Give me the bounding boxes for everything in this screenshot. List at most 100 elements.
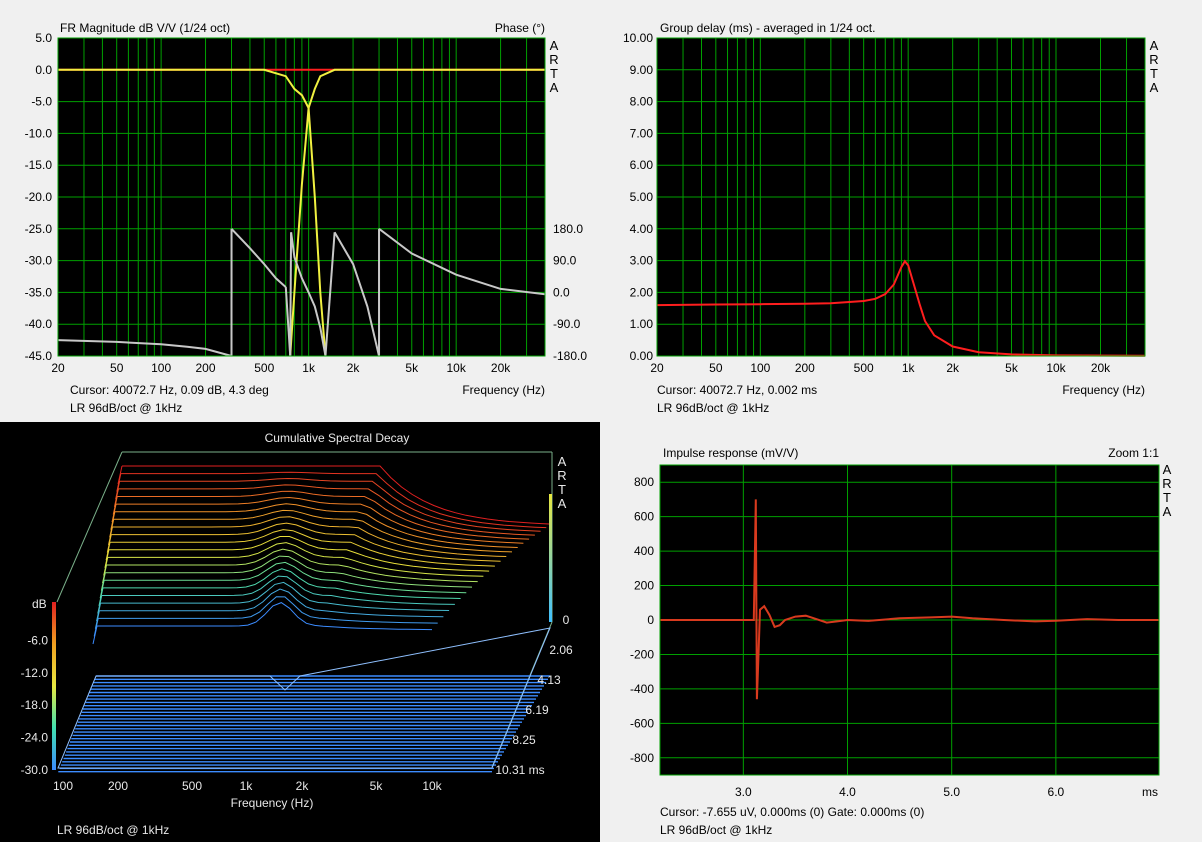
- fr-y2-tick-label: -180.0: [553, 349, 587, 363]
- csd-x-tick-label: 2k: [296, 779, 310, 793]
- fr-chart[interactable]: FR Magnitude dB V/V (1/24 oct) Phase (°)…: [0, 0, 600, 420]
- highpass_branch-series-line: [289, 68, 545, 356]
- csd-decay-slice: [112, 516, 507, 557]
- arta-label-letter: T: [558, 482, 566, 497]
- ir-chart[interactable]: Impulse response (mV/V) Zoom 1:1 800 600 4…: [600, 422, 1202, 842]
- gd-cursor: Cursor: 40072.7 Hz, 0.002 ms: [657, 383, 817, 397]
- ir-cursor: Cursor: -7.655 uV, 0.000ms (0) Gate: 0.0…: [660, 805, 924, 819]
- phase-series-line: [290, 232, 327, 356]
- fr-x-tick-label: 10k: [446, 361, 466, 375]
- gd-x-tick-label: 100: [750, 361, 770, 375]
- arta-label-letter: A: [558, 454, 567, 469]
- ir-x-tick-label: 4.0: [839, 785, 856, 799]
- gd-y-tick-label: 8.00: [630, 95, 654, 109]
- ir-y-tick-label: 200: [634, 579, 654, 593]
- ir-y-tick-label: -400: [630, 682, 654, 696]
- fr-y2-tick-label: 0.0: [553, 285, 570, 299]
- csd-frame-line: [56, 451, 123, 603]
- arta-label-letter: A: [550, 38, 559, 53]
- gd-plot-frame: [656, 37, 1146, 357]
- fr-y-tick-label: -10.0: [25, 126, 53, 140]
- fr-xlabel: Frequency (Hz): [462, 383, 545, 397]
- arta-label-letter: R: [1149, 52, 1158, 67]
- csd-xlabel: Frequency (Hz): [231, 796, 314, 810]
- ir-y-tick-label: -800: [630, 751, 654, 765]
- csd-colorbar-right: [549, 494, 552, 622]
- csd-time-tick-label: 4.13: [537, 673, 561, 687]
- csd-title: Cumulative Spectral Decay: [265, 431, 410, 445]
- fr-y-tick-label: -5.0: [31, 95, 52, 109]
- arta-label-letter: A: [550, 80, 559, 95]
- fr-x-tick-label: 2k: [347, 361, 361, 375]
- fr-x-tick-label: 5k: [405, 361, 419, 375]
- gd-xlabel: Frequency (Hz): [1062, 383, 1145, 397]
- fr-note: LR 96dB/oct @ 1kHz: [70, 401, 182, 415]
- arta-label-letter: A: [558, 496, 567, 511]
- ir-y-tick-label: 600: [634, 510, 654, 524]
- csd-decay-slice: [119, 477, 541, 532]
- gd-y-tick-label: 7.00: [630, 126, 654, 140]
- gd-y-tick-label: 3.00: [630, 254, 654, 268]
- fr-y-tick-label: 0.0: [35, 63, 52, 77]
- ir-y-tick-label: 400: [634, 544, 654, 558]
- arta-label-letter: R: [1162, 476, 1171, 491]
- ir-note: LR 96dB/oct @ 1kHz: [660, 823, 772, 837]
- phase-wrap-line: [324, 232, 336, 356]
- gd-y-tick-label: 5.00: [630, 190, 654, 204]
- gd-x-tick-label: 5k: [1005, 361, 1019, 375]
- csd-decay-slice: [116, 496, 524, 544]
- csd-x-tick-label: 10k: [422, 779, 442, 793]
- fr-x-tick-label: 50: [110, 361, 124, 375]
- csd-time-tick-label: 10.31 ms: [495, 763, 544, 777]
- csd-decay-slice: [99, 588, 444, 618]
- phase-wrap-line: [289, 232, 293, 356]
- fr-x-tick-label: 200: [196, 361, 216, 375]
- arta-label-letter: A: [1150, 38, 1159, 53]
- fr-plot-frame: [57, 37, 546, 357]
- fr-y-tick-label: -20.0: [25, 190, 53, 204]
- arta-label-letter: A: [1150, 80, 1159, 95]
- fr-title: FR Magnitude dB V/V (1/24 oct): [60, 21, 230, 35]
- arta-label-letter: T: [1150, 66, 1158, 81]
- ir-y-tick-label: -200: [630, 647, 654, 661]
- csd-x-tick-label: 100: [53, 779, 73, 793]
- fr-x-tick-label: 20: [51, 361, 65, 375]
- fr-x-tick-label: 20k: [491, 361, 511, 375]
- csd-x-tick-label: 5k: [370, 779, 384, 793]
- arta-label-letter: R: [549, 52, 558, 67]
- fr-y-tick-label: -45.0: [25, 349, 53, 363]
- fr-y2-tick-label: 90.0: [553, 254, 577, 268]
- csd-decay-slice: [103, 568, 461, 599]
- csd-time-tick-label: 6.19: [525, 703, 549, 717]
- gd-y-tick-label: 2.00: [630, 285, 654, 299]
- csd-decay-slice: [108, 536, 490, 572]
- arta-label-letter: T: [1163, 490, 1171, 505]
- gd-note: LR 96dB/oct @ 1kHz: [657, 401, 769, 415]
- gd-x-tick-label: 1k: [902, 361, 916, 375]
- csd-decay-slice: [98, 596, 438, 624]
- ir-y-tick-label: -600: [630, 716, 654, 730]
- csd-z-tick-label: -24.0: [21, 731, 49, 745]
- csd-decay-slice: [97, 602, 433, 631]
- csd-chart[interactable]: Cumulative Spectral Decay -6.0 -12.0 -18.0…: [0, 422, 600, 842]
- fr-series-group: [58, 68, 545, 356]
- gd-x-tick-label: 2k: [946, 361, 960, 375]
- csd-time-tick-label: 8.25: [512, 733, 536, 747]
- fr-y-tick-label: -35.0: [25, 285, 53, 299]
- gd-x-tick-label: 50: [709, 361, 723, 375]
- csd-x-tick-label: 1k: [240, 779, 254, 793]
- gd-chart[interactable]: Group delay (ms) - averaged in 1/24 oct.…: [600, 0, 1202, 420]
- csd-decay-slice: [118, 484, 535, 536]
- csd-decay-slice: [114, 503, 518, 548]
- fr-y-tick-label: 5.0: [35, 31, 52, 45]
- ir-zoom: Zoom 1:1: [1108, 446, 1159, 460]
- ir-title: Impulse response (mV/V): [663, 446, 798, 460]
- fr-x-tick-label: 100: [151, 361, 171, 375]
- fr-x-tick-label: 1k: [302, 361, 316, 375]
- gd-y-tick-label: 10.00: [623, 31, 653, 45]
- fr-phase-title: Phase (°): [495, 21, 545, 35]
- gd-panel: Group delay (ms) - averaged in 1/24 oct.…: [600, 0, 1202, 420]
- csd-decay-slice: [111, 522, 501, 562]
- csd-decay-slice: [106, 548, 478, 583]
- arta-label-letter: A: [1163, 504, 1172, 519]
